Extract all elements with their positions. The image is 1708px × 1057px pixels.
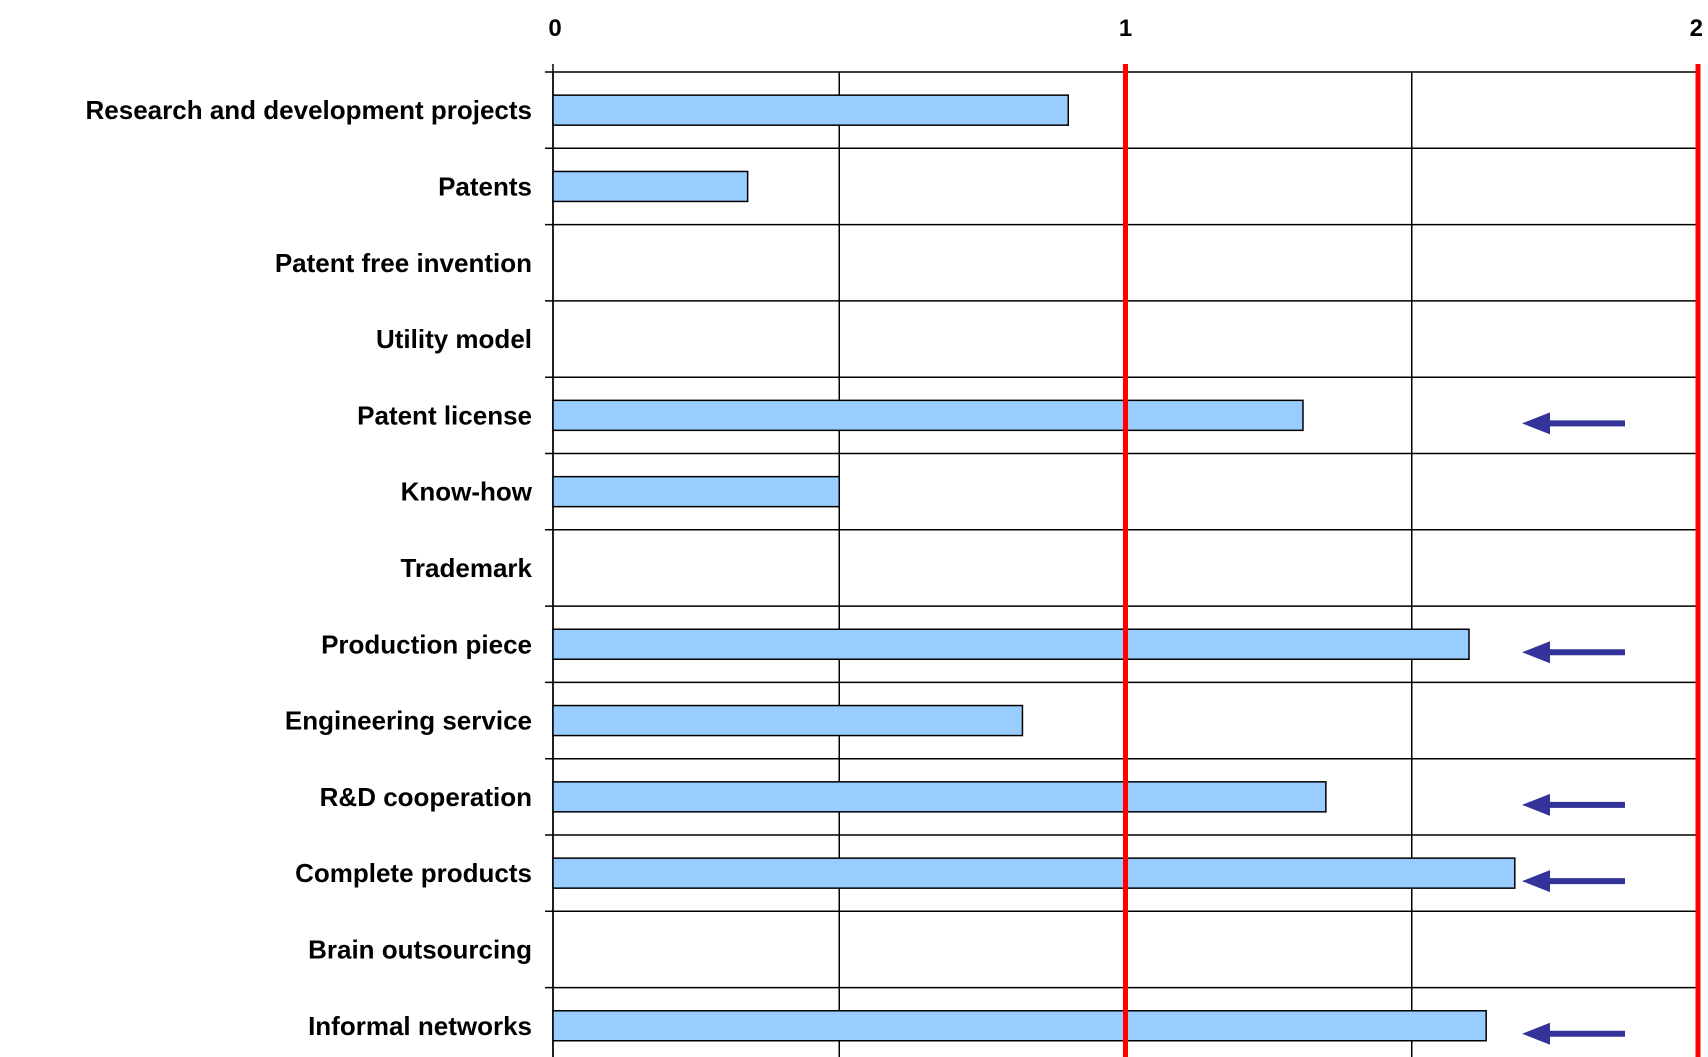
arrow-icon <box>1522 1022 1625 1045</box>
x-tick-label: 2 <box>1690 15 1703 42</box>
category-label: R&D cooperation <box>320 782 532 812</box>
arrow-icon <box>1522 412 1625 435</box>
arrow-head <box>1522 1022 1550 1045</box>
category-label: Patents <box>438 171 532 201</box>
grid-layer <box>545 64 1699 1057</box>
arrow-icon <box>1522 641 1625 664</box>
category-label: Production piece <box>321 629 532 659</box>
category-label: Research and development projects <box>86 95 532 125</box>
bar-8 <box>552 704 1024 737</box>
arrow-icon <box>1522 793 1625 816</box>
bar-layer <box>552 94 1516 1042</box>
arrow-head <box>1522 641 1550 664</box>
bar-5 <box>552 475 840 508</box>
category-label: Utility model <box>376 324 532 354</box>
category-label: Engineering service <box>285 706 532 736</box>
bar-0 <box>552 94 1069 126</box>
category-label: Informal networks <box>308 1011 532 1041</box>
arrow-head <box>1522 793 1550 816</box>
category-label: Patent license <box>357 400 532 430</box>
bar-7 <box>552 628 1470 660</box>
arrow-head <box>1522 870 1550 893</box>
x-tick-label: 1 <box>1119 15 1132 42</box>
bar-10 <box>552 857 1516 889</box>
category-label: Brain outsourcing <box>308 934 532 964</box>
category-label: Patent free invention <box>275 248 532 278</box>
bar-1 <box>552 170 749 203</box>
bar-9 <box>552 781 1327 813</box>
category-label: Complete products <box>295 858 532 888</box>
category-label: Trademark <box>400 553 532 583</box>
arrow-head <box>1522 412 1550 435</box>
bar-12 <box>552 1010 1487 1042</box>
x-tick-label: 0 <box>548 15 561 42</box>
bar-4 <box>552 399 1304 432</box>
reference-lines <box>1123 64 1701 1057</box>
arrow-icon <box>1522 870 1625 893</box>
label-layer: 0 1 2 Research and development projects Pate… <box>86 15 1703 1041</box>
arrow-layer <box>1522 412 1625 1045</box>
category-label: Know-how <box>401 477 533 507</box>
